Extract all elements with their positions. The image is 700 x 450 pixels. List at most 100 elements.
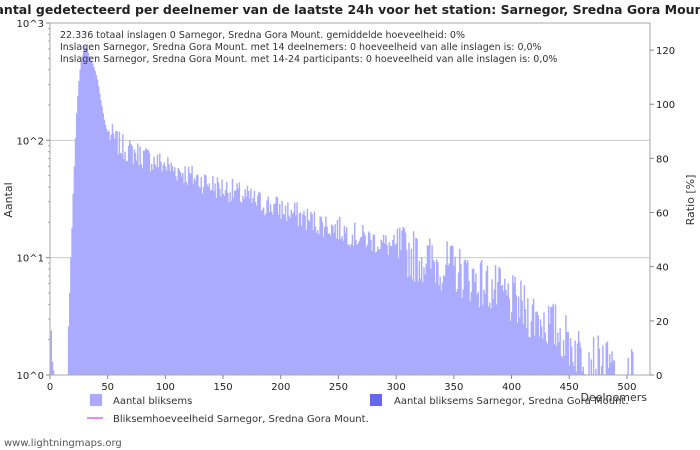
bar: [149, 171, 152, 375]
bar: [550, 307, 552, 375]
bar: [268, 212, 271, 375]
bar: [285, 221, 288, 375]
y2-tick-label: 40: [656, 263, 669, 274]
bar: [345, 227, 348, 375]
bar: [491, 279, 493, 375]
bar: [127, 145, 130, 375]
bar: [320, 216, 323, 375]
bar: [284, 205, 287, 375]
bar: [129, 140, 131, 375]
bar: [519, 318, 521, 375]
legend-swatch-station-bliksems: [370, 394, 382, 406]
bar: [459, 248, 461, 375]
bar: [74, 137, 77, 375]
bar: [217, 182, 220, 375]
bar: [114, 138, 116, 375]
bar: [535, 312, 537, 375]
bar: [528, 336, 530, 375]
bar: [521, 300, 523, 375]
bar: [508, 298, 511, 375]
bar: [447, 265, 449, 375]
bar: [582, 366, 584, 375]
bar: [232, 197, 235, 375]
bar: [147, 149, 149, 375]
annotation-line: Inslagen Sarnegor, Sredna Gora Mount. me…: [60, 54, 557, 65]
bar: [161, 171, 163, 375]
bar: [569, 338, 572, 375]
bar: [418, 260, 421, 375]
bar: [207, 186, 209, 375]
bar: [378, 249, 380, 375]
bar: [201, 193, 204, 375]
bar: [262, 207, 265, 375]
bar: [303, 210, 305, 375]
bar: [144, 150, 146, 375]
bar: [435, 259, 438, 375]
bar: [305, 230, 308, 375]
bar: [85, 48, 87, 376]
bar: [551, 306, 553, 375]
bar: [253, 190, 256, 375]
bar: [351, 234, 354, 375]
bar: [276, 197, 279, 375]
bar: [315, 232, 318, 375]
bar: [469, 300, 471, 375]
bar: [553, 344, 556, 375]
bar: [184, 166, 186, 375]
bar: [182, 172, 184, 375]
bar: [468, 280, 470, 375]
bar: [557, 332, 559, 375]
bar: [430, 268, 432, 375]
bar: [549, 324, 551, 375]
bar: [167, 157, 169, 375]
bar: [227, 192, 229, 375]
bar: [385, 235, 387, 375]
bar: [235, 190, 237, 375]
bar: [221, 179, 223, 375]
bar: [522, 324, 524, 375]
bar: [52, 370, 55, 375]
bar: [409, 275, 411, 375]
bar: [150, 164, 153, 375]
bar: [394, 244, 396, 375]
bar: [73, 166, 76, 375]
annotation-line: 22.336 totaal inslagen 0 Sarnegor, Sredn…: [60, 30, 465, 41]
bar: [566, 331, 568, 375]
y2-tick-label: 60: [656, 209, 669, 220]
bar: [155, 166, 158, 375]
legend-swatch-aantal-bliksems: [90, 394, 102, 406]
bar: [333, 232, 335, 375]
bar: [123, 159, 125, 375]
bar: [319, 216, 321, 375]
bar: [554, 304, 557, 375]
bar: [179, 172, 182, 375]
bar: [540, 326, 543, 375]
bar: [292, 212, 295, 375]
bar: [342, 240, 344, 375]
bar: [348, 244, 350, 375]
bar: [163, 162, 166, 375]
bar: [354, 222, 356, 375]
y2-tick-label: 100: [656, 100, 675, 111]
bar: [463, 260, 466, 375]
bar: [400, 250, 402, 375]
bar: [602, 345, 604, 375]
bar: [483, 289, 485, 375]
bar: [215, 197, 218, 375]
bar: [79, 69, 81, 376]
x-tick-label: 250: [329, 382, 348, 393]
bar: [515, 295, 518, 375]
bar: [431, 244, 433, 375]
bar: [572, 361, 574, 375]
plot-frame: [49, 22, 651, 376]
bar: [118, 131, 121, 375]
bar: [297, 226, 299, 375]
bar: [480, 259, 483, 375]
bar: [239, 201, 242, 375]
bar: [134, 152, 137, 375]
bar: [138, 165, 140, 375]
bar: [311, 214, 313, 375]
bar: [212, 176, 214, 375]
bar: [90, 61, 93, 376]
bar: [86, 49, 88, 376]
